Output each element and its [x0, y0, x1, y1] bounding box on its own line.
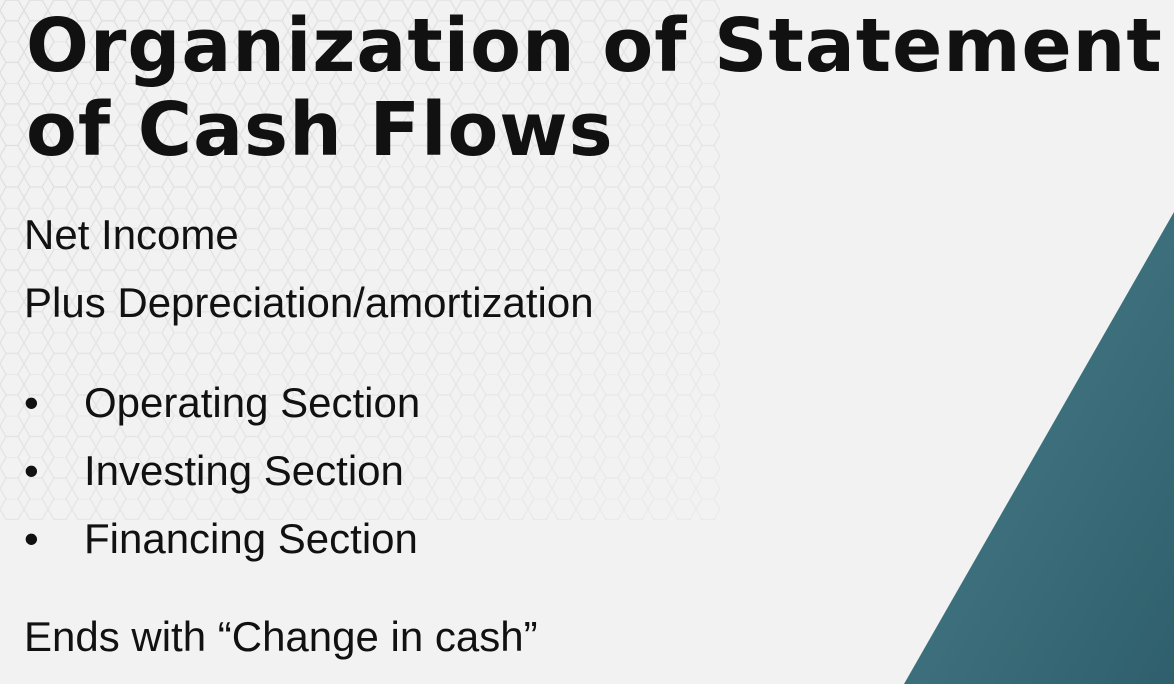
depreciation-line: Plus Depreciation/amortization: [24, 279, 594, 326]
slide-title: Organization of Statement of Cash Flows: [26, 4, 1174, 172]
bullet-label: Financing Section: [84, 515, 418, 562]
bullet-icon: •: [24, 447, 39, 494]
bullet-label: Operating Section: [84, 379, 421, 426]
bullet-icon: •: [24, 515, 39, 562]
slide-title-line-2: of Cash Flows: [26, 87, 614, 173]
bullet-label: Investing Section: [84, 447, 404, 494]
net-income-line: Net Income: [24, 211, 239, 258]
closing-line: Ends with “Change in cash”: [24, 613, 538, 660]
bullet-icon: •: [24, 379, 39, 426]
slide-title-line-1: Organization of Statement: [26, 3, 1163, 89]
